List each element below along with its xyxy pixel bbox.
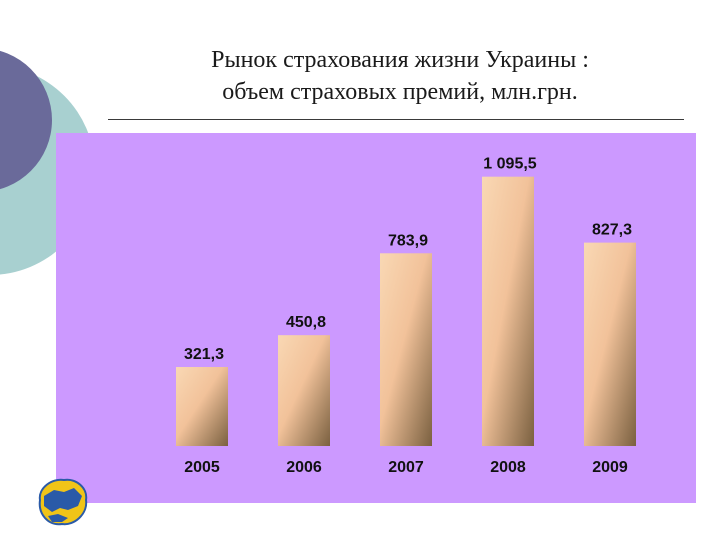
bar-2009 [584, 242, 636, 446]
decor-dark-circle [0, 50, 52, 190]
category-label-2008: 2008 [490, 459, 526, 476]
bar-chart: 321,3 2005 450,8 2006 783,9 2007 1 095,5 2008 82… [56, 133, 696, 503]
value-label-2009: 827,3 [592, 222, 632, 239]
page-title: Рынок страхования жизни Украины : объем … [110, 44, 690, 108]
title-line-1: Рынок страхования жизни Украины : [211, 47, 589, 73]
category-label-2006: 2006 [286, 459, 322, 476]
bar-2008 [482, 176, 534, 446]
value-label-2007: 783,9 [388, 232, 428, 249]
bar-2006 [278, 335, 330, 446]
bars-layer: 321,3 2005 450,8 2006 783,9 2007 1 095,5 2008 82… [176, 156, 636, 476]
category-label-2005: 2005 [184, 459, 220, 476]
bar-2005 [176, 367, 228, 446]
ukraine-map-logo-icon [38, 478, 88, 526]
value-label-2006: 450,8 [286, 314, 326, 331]
value-label-2008: 1 095,5 [483, 156, 536, 173]
bar-2007 [380, 253, 432, 446]
value-label-2005: 321,3 [184, 346, 224, 363]
title-line-2: объем страховых премий, млн.грн. [222, 79, 578, 105]
title-divider [108, 119, 684, 120]
category-label-2007: 2007 [388, 459, 424, 476]
category-label-2009: 2009 [592, 459, 628, 476]
